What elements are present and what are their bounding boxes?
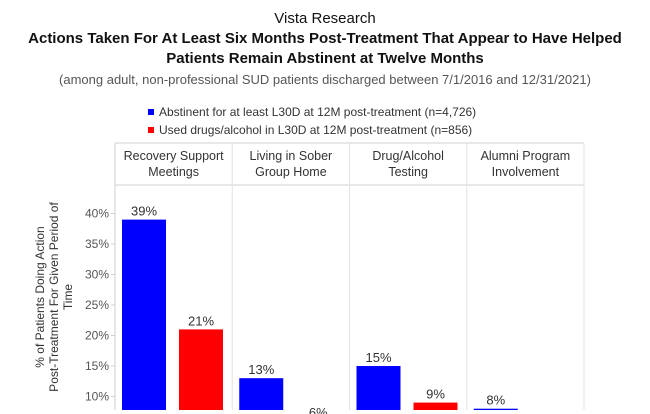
chart-title-line-2: Patients Remain Abstinent at Twelve Mont… [166,50,484,67]
bar-used [413,402,458,410]
category-label: Drug/Alcohol Testing [372,149,444,179]
bar-used [179,329,223,410]
y-tick-label: 30% [85,268,109,282]
bar-value-label: 21% [188,313,214,328]
bar-value-label: 9% [426,387,445,402]
bar-value-label: 15% [365,350,391,365]
chart-subtitle: (among adult, non-professional SUD patie… [59,72,591,87]
bar-abstinent [239,378,284,410]
bar-value-label: 8% [486,393,505,408]
bar-abstinent [122,219,166,410]
y-tick-label: 25% [85,298,109,312]
bar-value-label: 6% [309,405,328,414]
legend-item-used: Used drugs/alcohol in L30D at 12M post-t… [148,121,476,139]
y-tick-label: 35% [85,237,109,251]
category-label: Recovery Support Meetings [124,149,225,179]
y-tick-label: 10% [85,390,109,404]
bar-abstinent [473,408,518,410]
category-label: Alumni Program Involvement [481,149,571,179]
legend-label-abstinent: Abstinent for at least L30D at 12M post-… [159,105,477,119]
bar-value-label: 13% [248,362,274,377]
legend-swatch-used [148,127,154,133]
legend: Abstinent for at least L30D at 12M post-… [148,103,476,139]
category-label: Living in Sober Group Home [250,149,333,179]
bar-abstinent [356,366,401,410]
chart-title-line-1: Actions Taken For At Least Six Months Po… [28,30,622,47]
legend-swatch-abstinent [148,109,154,115]
bar-value-label: 39% [131,204,157,219]
legend-label-used: Used drugs/alcohol in L30D at 12M post-t… [159,123,473,137]
y-tick-label: 20% [85,329,109,343]
org-name: Vista Research [274,10,376,27]
y-tick-label: 15% [85,359,109,373]
y-axis-title: % of Patients Doing ActionPost-Treatment… [33,202,75,392]
legend-item-abstinent: Abstinent for at least L30D at 12M post-… [148,103,476,121]
y-tick-label: 40% [85,207,109,221]
